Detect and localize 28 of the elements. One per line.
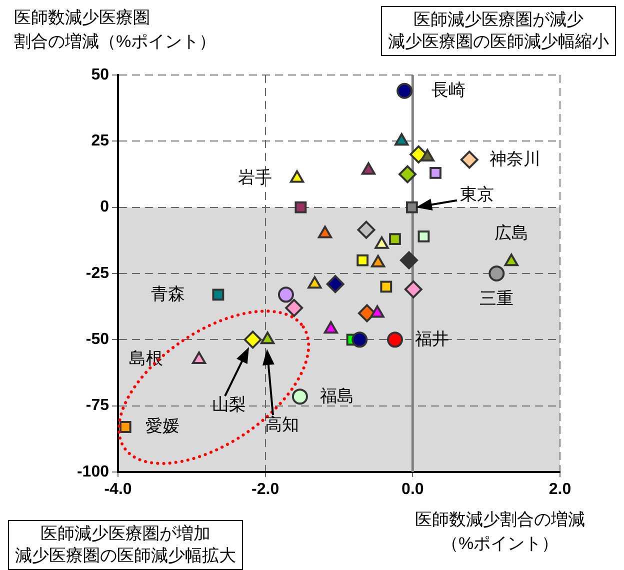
- annotation: 岩手: [238, 168, 272, 187]
- y-tick-label: -75: [86, 397, 110, 414]
- annotation: 広島: [494, 223, 528, 242]
- x-tick-label: -2.0: [252, 481, 280, 498]
- y-tick-label: -100: [76, 463, 110, 480]
- x-tick-label: -4.0: [104, 481, 132, 498]
- annotation: 福井: [414, 329, 449, 348]
- annotation: 東京: [460, 185, 494, 204]
- y-tick-label: -50: [86, 331, 110, 348]
- y-axis-title: 医師数減少医療圏割合の増減（%ポイント）: [14, 7, 216, 53]
- annotation: 島根: [129, 349, 164, 368]
- y-tick-label: 50: [91, 66, 110, 84]
- y-tick-label: 25: [91, 132, 110, 150]
- y-tick-label: 0: [100, 198, 110, 216]
- annotation: 神奈川: [489, 149, 540, 168]
- annotation: 高知: [265, 415, 299, 435]
- x-axis-title: 医師数減少割合の増減（%ポイント）: [414, 509, 586, 555]
- annotation: 三重: [480, 289, 514, 308]
- annotation: 青森: [151, 284, 186, 304]
- y-tick-label: -25: [86, 264, 110, 282]
- x-tick-label: 0.0: [402, 481, 424, 498]
- annotation: 山梨: [212, 395, 246, 415]
- text: 医師減少医療圏が増加減少医療圏の医師減少幅拡大: [8, 520, 243, 570]
- annotation: 長崎: [432, 80, 466, 100]
- x-tick-label: 2.0: [548, 481, 572, 498]
- annotation: 愛媛: [145, 416, 180, 436]
- text: 医師減少医療圏が減少減少医療圏の医師減少幅縮小: [381, 6, 616, 56]
- annotation: 福島: [320, 386, 354, 406]
